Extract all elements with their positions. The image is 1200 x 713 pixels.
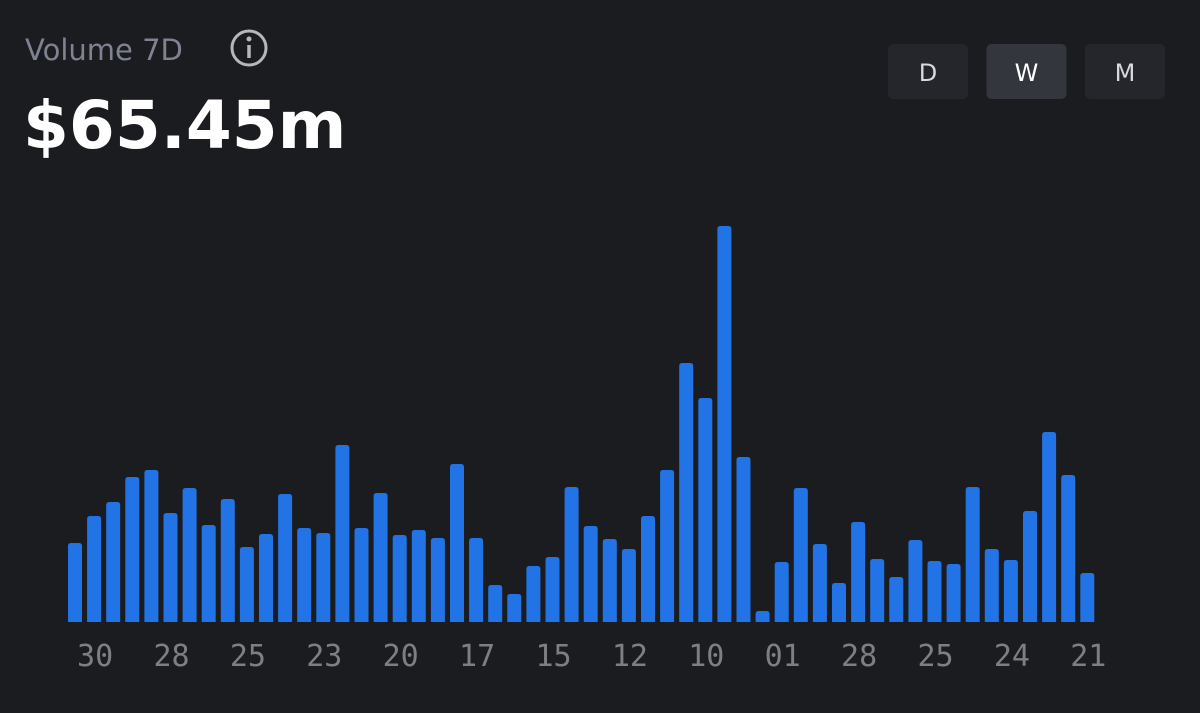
bar <box>832 583 846 622</box>
x-tick-label: 30 <box>77 639 113 674</box>
widget-title: Volume 7D <box>25 33 183 67</box>
button-bg[interactable] <box>986 44 1067 99</box>
button-label[interactable]: D <box>919 59 937 87</box>
bar <box>774 562 789 622</box>
bar <box>488 585 503 622</box>
bar <box>984 549 999 622</box>
bar <box>870 559 885 622</box>
bar <box>259 534 273 622</box>
button-bg[interactable] <box>1085 44 1165 99</box>
bar <box>297 528 312 622</box>
bar <box>621 549 636 622</box>
x-tick-label: 10 <box>688 639 724 674</box>
bar <box>182 488 197 622</box>
bar <box>793 488 808 622</box>
volume-value: $65.45m <box>23 87 346 164</box>
x-tick-label: 20 <box>383 639 419 674</box>
x-tick-label: 25 <box>230 639 266 674</box>
bar <box>354 528 369 622</box>
bar <box>927 561 942 622</box>
bar <box>717 226 732 622</box>
x-tick-label: 23 <box>306 639 342 674</box>
bar <box>755 611 770 622</box>
bar <box>335 445 350 622</box>
bar <box>908 540 923 622</box>
x-tick-label: 24 <box>994 639 1030 674</box>
bar <box>411 530 426 622</box>
period-button[interactable]: W <box>986 44 1067 99</box>
bar <box>239 547 254 622</box>
x-tick-label: 28 <box>841 639 877 674</box>
bar <box>526 566 541 622</box>
bar <box>851 522 866 622</box>
bar <box>564 487 579 622</box>
info-icon[interactable] <box>230 29 268 67</box>
bar <box>392 535 407 622</box>
button-bg[interactable] <box>888 44 968 99</box>
bar <box>469 538 484 622</box>
bar <box>679 363 694 622</box>
bar <box>736 457 751 622</box>
button-label[interactable]: W <box>1015 59 1039 87</box>
bar <box>545 557 560 622</box>
x-tick-label: 17 <box>459 639 495 674</box>
bar <box>125 477 140 622</box>
bar <box>602 539 617 622</box>
button-label[interactable]: M <box>1115 59 1136 87</box>
bar <box>106 502 121 622</box>
bar <box>373 493 388 622</box>
x-tick-label: 12 <box>612 639 648 674</box>
bar <box>583 526 598 622</box>
bar <box>316 533 331 622</box>
x-tick-label: 01 <box>765 639 801 674</box>
x-tick-label: 15 <box>535 639 571 674</box>
period-button[interactable]: D <box>888 44 968 99</box>
bar <box>220 499 235 622</box>
bar <box>660 470 675 622</box>
bar <box>1042 432 1057 622</box>
bar <box>641 516 655 622</box>
bar <box>698 398 713 622</box>
x-tick-label: 25 <box>917 639 953 674</box>
x-tick-label: 28 <box>153 639 189 674</box>
bar <box>430 538 445 622</box>
bar <box>278 494 293 622</box>
bar <box>87 516 102 622</box>
bar <box>1003 560 1018 622</box>
bar <box>1080 573 1095 622</box>
bar <box>889 577 904 622</box>
bar <box>1023 511 1037 622</box>
bar <box>1061 475 1076 622</box>
bar <box>144 470 159 622</box>
bar <box>450 464 464 622</box>
period-button[interactable]: M <box>1085 44 1165 99</box>
bar <box>965 487 980 622</box>
x-tick-label: 21 <box>1070 639 1106 674</box>
bar <box>812 544 827 622</box>
bar <box>68 543 82 622</box>
bar <box>946 564 961 622</box>
bar <box>507 594 522 622</box>
bar <box>201 525 216 622</box>
bar <box>163 513 178 622</box>
